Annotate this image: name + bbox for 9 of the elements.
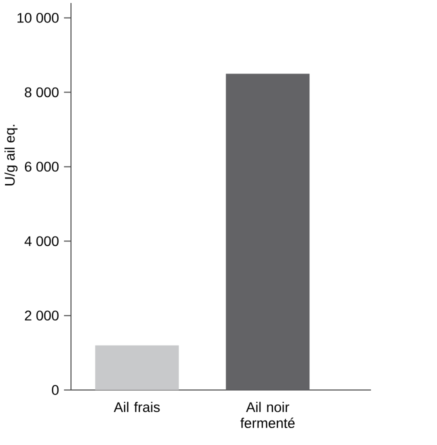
x-tick-label: Ail frais — [114, 402, 160, 412]
x-tick-label: Ail noir fermenté — [240, 402, 295, 428]
y-tick-label: 6 000 — [24, 162, 59, 172]
y-tick-label: 2 000 — [24, 310, 59, 321]
y-tick-label: 10 000 — [18, 12, 59, 23]
y-tick-label: 8 000 — [24, 87, 59, 98]
y-tick-label: 0 — [52, 385, 59, 395]
y-tick-label: 4 000 — [24, 236, 59, 246]
y-axis-title: U/g ail eq. — [4, 124, 18, 186]
